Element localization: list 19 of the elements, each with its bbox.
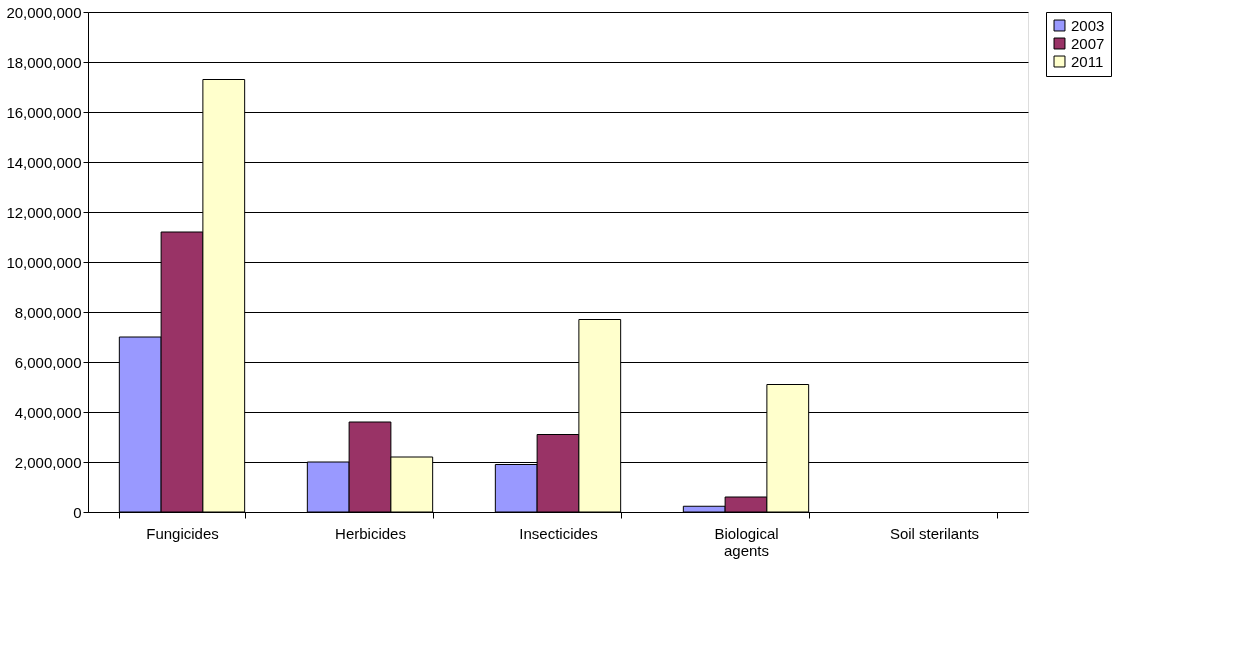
legend-label: 2011 xyxy=(1071,52,1104,70)
x-tick-label: Fungicides xyxy=(146,524,219,542)
y-tick-label: 8,000,000 xyxy=(14,303,82,321)
y-tick-label: 10,000,000 xyxy=(6,253,82,271)
legend-label: 2003 xyxy=(1071,16,1105,34)
x-tick-label: Herbicides xyxy=(335,524,406,542)
y-tick-label: 18,000,000 xyxy=(6,53,82,71)
y-tick-label: 20,000,000 xyxy=(6,3,82,21)
x-tick-label: Biological agents xyxy=(714,524,779,559)
x-tick-label: Insecticides xyxy=(519,524,598,542)
y-tick-label: 4,000,000 xyxy=(14,403,82,421)
y-tick-label: 6,000,000 xyxy=(14,353,82,371)
y-tick-label: 2,000,000 xyxy=(14,453,82,471)
y-tick-label: 0 xyxy=(73,503,82,521)
legend-label: 2007 xyxy=(1071,34,1105,52)
y-tick-label: 12,000,000 xyxy=(6,203,82,221)
y-tick-label: 14,000,000 xyxy=(6,153,82,171)
x-tick-label: Soil sterilants xyxy=(889,524,980,542)
y-tick-label: 16,000,000 xyxy=(6,103,82,121)
